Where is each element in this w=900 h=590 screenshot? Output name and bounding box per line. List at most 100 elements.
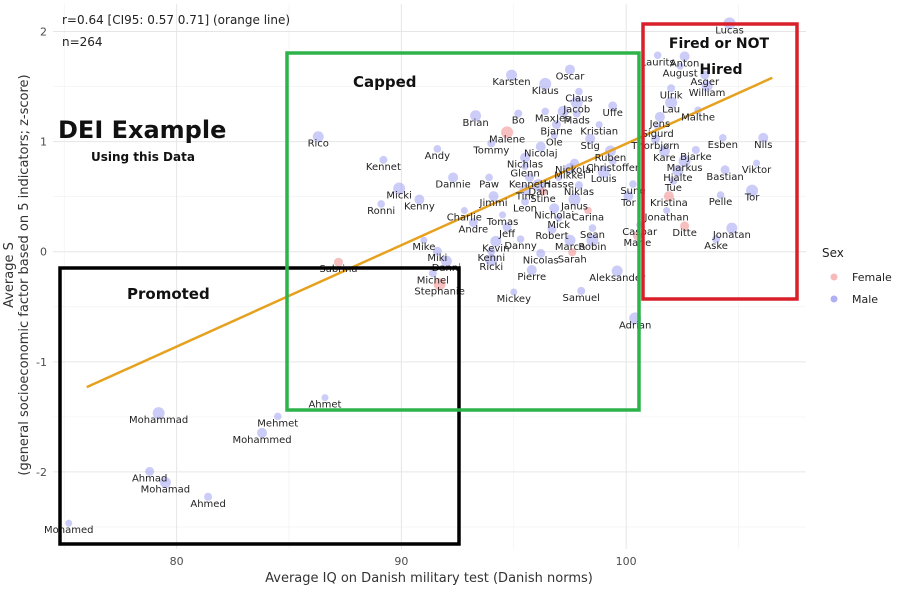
data-point [485,254,498,267]
y-tick-label: 1 [40,136,47,149]
data-point-label: Niklas [564,187,594,198]
data-point-label: Andy [425,151,451,162]
data-point-label: Malene [489,134,525,145]
data-point-label: Mohammed [232,435,291,446]
data-point [514,109,523,118]
data-point [570,96,583,109]
data-point [753,159,761,167]
data-point [152,407,165,420]
data-point [468,218,478,228]
data-point-label: Max [535,113,556,124]
data-point-label: Markus [667,163,703,174]
data-point-label: Miki [427,253,447,264]
data-point-label: Laurits [641,57,675,68]
data-point [145,466,155,476]
data-point [597,165,610,178]
data-point-label: Andre [459,225,489,236]
data-point-label: Sigurd [642,129,674,140]
data-point-label: Kevin [482,243,509,254]
data-point-label: Louis [591,174,617,185]
data-point [564,64,575,75]
data-point [525,172,535,182]
capped-label: Capped [353,73,417,91]
data-point-label: Dan [528,187,548,198]
data-point-label: Brian [462,118,488,129]
legend-male-label: Male [852,293,878,306]
data-point-label: Bo [512,116,525,127]
data-point [549,203,560,214]
data-point-label: Jens [649,119,671,130]
data-point [700,70,710,80]
data-point [521,197,530,206]
data-point-label: Samuel [562,293,600,304]
x-axis-title: Average IQ on Danish military test (Dani… [265,571,593,586]
data-point-label: Nichlas [507,160,543,171]
data-point-label: Stephanie [414,286,465,297]
data-point-label: Lau [662,105,680,116]
data-point-label: Jes [555,113,570,124]
data-point [490,235,502,247]
stats-correlation: r=0.64 [CI95: 0.57 0.71] (orange line) [62,13,290,27]
data-point [506,69,518,81]
data-point [663,191,674,202]
data-point [65,519,73,527]
data-point-label: Mohamad [141,484,190,495]
data-point [333,257,343,267]
data-point [273,412,282,421]
data-point-label: Carina [572,212,604,223]
data-point-label: Jimmi [479,198,508,209]
data-point [555,214,563,222]
data-point [712,235,721,244]
data-point-label: Kenny [404,201,435,212]
data-point [520,152,531,163]
data-point-label: Christoffer [586,163,640,174]
data-point [667,84,676,93]
data-point-label: Danny [504,241,537,252]
data-point-label: Ahmed [190,499,225,510]
data-point-label: Nicolas [523,255,559,266]
data-point [440,255,452,267]
data-point-label: Glenn [510,168,539,179]
data-point-label: Klaus [532,86,559,97]
y-axis-title: Average S [2,242,17,308]
data-point-label: Thorbjørn [630,141,679,152]
legend-male-swatch [830,295,838,303]
data-point-label: Jeff [498,229,516,240]
data-point-label: Uffe [603,108,623,119]
promoted-box [58,266,461,546]
data-point-label: Adrian [619,320,651,331]
data-point-label: Sarah [558,254,587,265]
data-point [485,173,493,182]
data-point [720,165,730,175]
x-tick-label: 90 [394,555,408,568]
data-point [719,134,727,142]
data-point-label: Ahmad [132,473,167,484]
data-point-label: Ahmet [308,400,341,411]
data-point-label: Ricki [479,262,503,273]
data-point [547,224,557,234]
data-point-label: Tommy [472,145,509,156]
data-point-label: Tomas [486,217,519,228]
data-point-label: Asger [691,77,721,88]
data-point-label: Nicolaj [524,149,558,160]
data-point-label: Pelle [709,197,733,208]
data-point-label: Mohamed [44,525,93,536]
data-point [541,107,550,116]
data-point-label: Esben [708,140,738,151]
data-point-label: Karsten [492,77,530,88]
fired-box [641,22,799,301]
data-point-label: Mehmet [257,418,298,429]
data-point-label: Tue [664,183,682,194]
y-tick-label: -1 [36,356,47,369]
data-point [557,105,569,117]
axis-ticks: 80 90 100 -2 -1 0 1 2 [36,26,637,568]
data-point [257,427,268,438]
legend-female-label: Female [852,271,892,284]
data-point-label: Dannie [435,179,470,190]
fired-label-line1: Fired or NOT [669,36,770,52]
data-point [654,111,665,122]
data-point [433,145,442,153]
data-point-label: Jonathan [644,212,689,223]
data-point-label: Michel [417,275,449,286]
data-point-label: Paw [479,179,499,190]
